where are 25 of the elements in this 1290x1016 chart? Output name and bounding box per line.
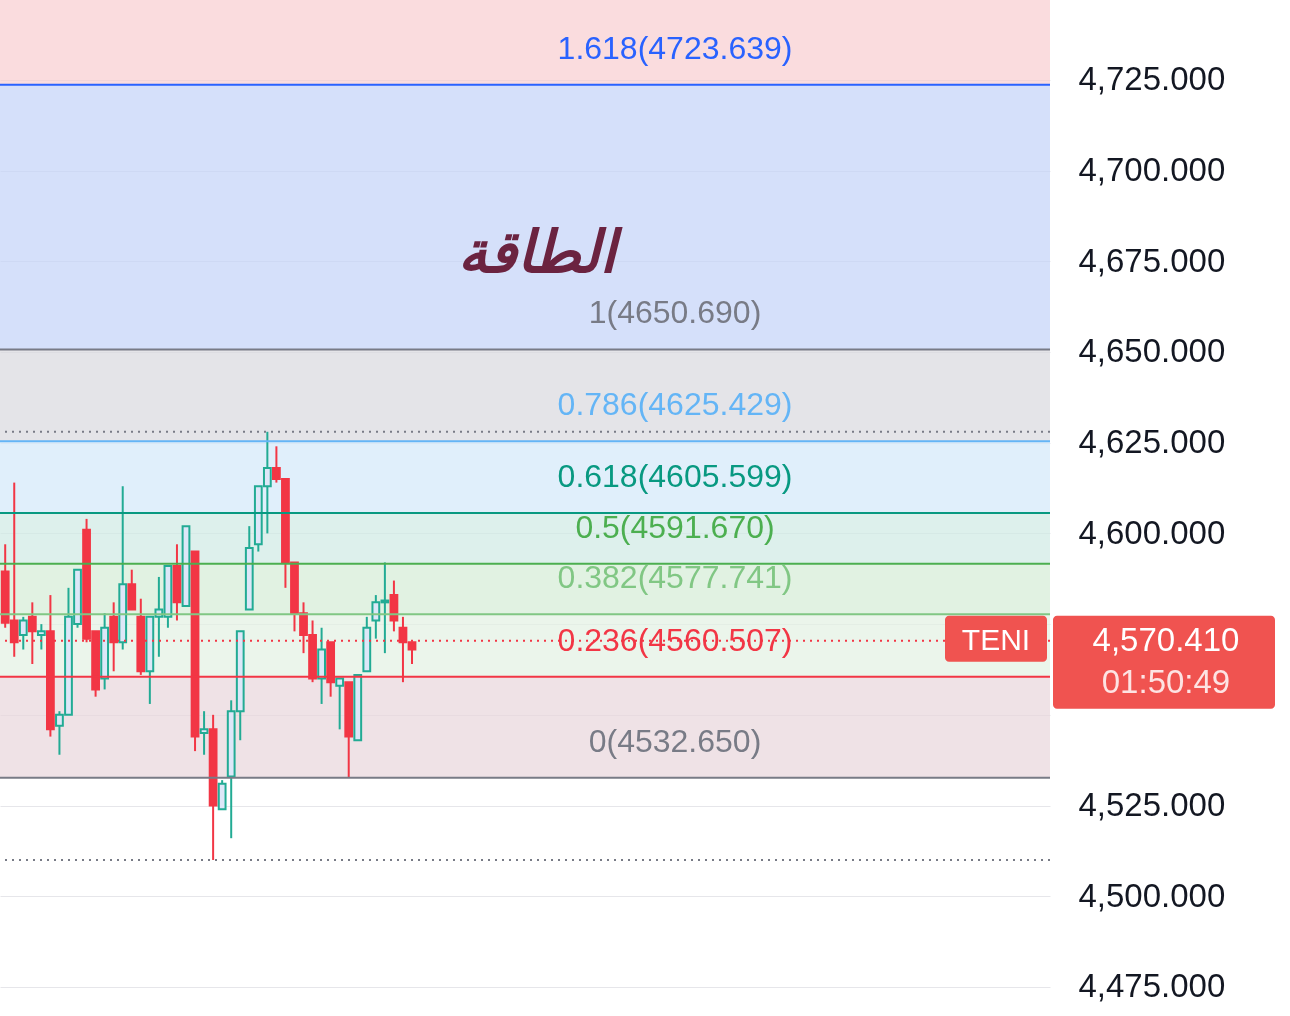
y-tick-label: 4,625.000 <box>1078 423 1226 461</box>
annotation: الطاقة <box>458 218 623 286</box>
candlestick <box>18 615 28 651</box>
text: 01:50:49 <box>1101 662 1231 700</box>
ref-line-label: 0.5(4591.670) <box>575 508 775 545</box>
candlestick <box>335 677 345 731</box>
candlestick <box>199 710 209 756</box>
annotation: TENI <box>961 622 1031 656</box>
y-tick-label: 4,600.000 <box>1078 513 1226 551</box>
y-tick-label: 4,700.000 <box>1078 151 1226 189</box>
y-tick-label: 4,475.000 <box>1078 967 1226 1005</box>
ref-line-label: 0.382(4577.741) <box>557 559 793 596</box>
ref-line-label: 0.236(4560.507) <box>557 621 793 658</box>
y-tick-label: 4,725.000 <box>1078 60 1226 98</box>
ref-line-label: 0.786(4625.429) <box>557 386 793 423</box>
candlestick <box>36 623 46 651</box>
ref-line-label: 1(4650.690) <box>588 294 762 331</box>
y-tick-label: 4,650.000 <box>1078 332 1226 370</box>
y-tick-label: 4,525.000 <box>1078 786 1226 824</box>
text: 4,570.410 <box>1092 620 1240 658</box>
y-tick-label: 4,500.000 <box>1078 876 1226 914</box>
ref-line-label: 1.618(4723.639) <box>557 29 793 66</box>
y-tick-label: 4,675.000 <box>1078 241 1226 279</box>
ref-line-label: 0.618(4605.599) <box>557 458 793 495</box>
ref-line-label: 0(4532.650) <box>588 722 762 759</box>
